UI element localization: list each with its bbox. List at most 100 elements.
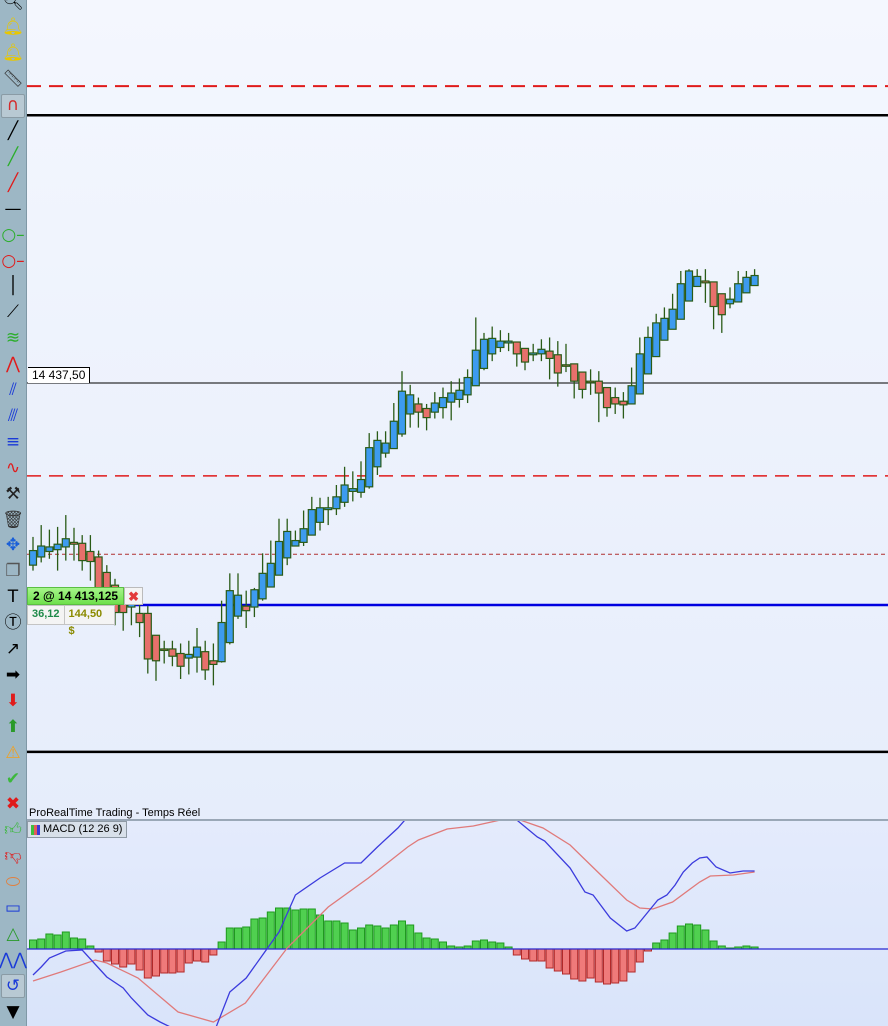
arrow-down-icon[interactable]: ⬇ (5, 690, 21, 711)
candle-body (332, 496, 341, 510)
arrow-right-icon[interactable]: ➡ (5, 664, 21, 685)
macd-histogram-bar (184, 948, 193, 964)
channel-icon[interactable]: ≋ (5, 328, 21, 349)
candle-body (356, 478, 366, 493)
candle-body (496, 340, 505, 349)
move-icon[interactable]: ✥ (5, 535, 21, 556)
macd-histogram-bar (61, 931, 70, 950)
candle-body (201, 651, 210, 671)
checkmark-icon[interactable]: ✔ (5, 768, 21, 789)
candle-body (340, 484, 349, 503)
macd-histogram-bar (414, 932, 423, 950)
regression-channel-icon[interactable]: ⫻ (7, 405, 19, 426)
thumbs-down-icon[interactable]: 👎︎ (4, 846, 22, 867)
macd-histogram-bar (635, 948, 644, 963)
macd-histogram-bar (160, 948, 169, 974)
trendline-red-icon[interactable]: ╱ (7, 172, 19, 193)
candle-body (45, 546, 54, 553)
more-tools-dropdown-icon[interactable]: ▼ (6, 1001, 20, 1022)
text-bubble-icon[interactable]: Ⓣ (4, 613, 22, 634)
magnet-icon[interactable]: ∩ (1, 93, 25, 118)
macd-histogram-bar (381, 927, 390, 950)
candle-body (611, 396, 620, 405)
candle-body (61, 538, 70, 548)
fibonacci-fan-icon[interactable]: ⋀ (6, 354, 20, 375)
candle-body (701, 280, 710, 284)
alert-bell-cursor-icon[interactable]: 🔔︎ (2, 43, 24, 64)
trendline-black-icon[interactable]: ╱ (7, 121, 19, 141)
text-icon[interactable]: T (7, 587, 19, 608)
ellipse-icon[interactable]: ⬭ (5, 872, 21, 893)
ruler-icon[interactable]: 📏︎ (2, 69, 24, 90)
macd-histogram-bar (176, 948, 185, 973)
macd-histogram-bar (37, 938, 46, 950)
macd-histogram-bar (102, 948, 111, 962)
trash-icon[interactable]: 🗑︎ (2, 509, 24, 530)
pattern-icon[interactable]: ⋀⋀ (0, 949, 27, 970)
macd-histogram-bar (78, 938, 87, 950)
macd-histogram-bar (570, 948, 579, 980)
trend-wave-icon[interactable]: ∿ (5, 457, 21, 478)
candle-body (422, 407, 431, 419)
search-icon[interactable]: 🔍︎ (2, 0, 24, 12)
candle-body (520, 347, 530, 363)
order-label[interactable]: 2 @ 14 413,125 (27, 587, 125, 605)
close-icon[interactable]: ✖ (124, 587, 144, 605)
ray-red-icon[interactable]: ○– (1, 250, 25, 271)
candle-body (69, 541, 79, 545)
candle-body (594, 380, 603, 394)
candle-body (242, 605, 251, 612)
macd-histogram-bar (668, 932, 677, 950)
candle-body (283, 530, 292, 559)
copy-icon[interactable]: ❐ (5, 561, 21, 582)
warning-icon[interactable]: ⚠ (5, 742, 21, 763)
candle-body (684, 270, 694, 302)
macd-histogram-bar (562, 948, 570, 975)
candle-body (512, 341, 521, 355)
alert-bell-icon[interactable]: 🔔︎ (2, 17, 24, 38)
ray-green-icon[interactable]: ○– (1, 224, 25, 245)
candle-body (586, 380, 595, 384)
cross-icon[interactable]: ✖ (5, 794, 21, 815)
order-pnl: 144,50 $ (63, 606, 114, 637)
macd-histogram-bar (701, 929, 710, 950)
candle-body (570, 363, 579, 382)
vertical-line-icon[interactable]: │ (7, 276, 19, 297)
candle-body (652, 322, 661, 358)
drawing-toolbar: 🔍︎ 🔔︎ 🔔︎ 📏︎ ∩ ╱ ╱ ╱ — ○– ○– │ ⟋ ≋ ⋀ ⫽ ⫻ ≡ ∿ ⚒ 🗑︎ ✥ ❐ T Ⓣ ↗ ➡ ⬇ ⬆ ⚠ ✔ ✖ 👍… (0, 0, 27, 1026)
macd-histogram-bar (365, 924, 374, 950)
arrow-up-icon[interactable]: ⬆ (5, 716, 21, 737)
segment-icon[interactable]: ⟋ (7, 302, 19, 323)
macd-panel-background (27, 821, 888, 1026)
candle-body (250, 589, 259, 608)
parallel-channel-icon[interactable]: ⫽ (9, 380, 17, 400)
macd-histogram-bar (242, 926, 251, 950)
rectangle-icon[interactable]: ▭ (4, 898, 22, 918)
macd-histogram-bar (594, 948, 603, 983)
price-chart[interactable] (27, 0, 888, 1026)
tools-icon[interactable]: ⚒ (5, 483, 21, 504)
trendline-green-icon[interactable]: ╱ (7, 146, 19, 167)
macd-histogram-bar (471, 940, 480, 950)
macd-legend[interactable]: MACD (12 26 9) (27, 821, 128, 838)
macd-legend-label: MACD (12 26 9) (43, 823, 123, 835)
candle-body (160, 648, 169, 652)
macd-histogram-bar (250, 918, 259, 950)
candle-body (742, 276, 751, 294)
candle-body (348, 488, 357, 492)
macd-histogram-bar (225, 927, 234, 950)
fibonacci-retracement-icon[interactable]: ≡ (5, 431, 21, 452)
macd-histogram-bar (53, 934, 62, 950)
candle-body (324, 507, 333, 511)
horizontal-line-icon[interactable]: — (4, 198, 22, 219)
candle-body (578, 371, 587, 390)
order-points: 36,12 (32, 608, 60, 620)
macd-histogram-bar (603, 948, 611, 985)
order-box[interactable]: 2 @ 14 413,125 ✖ 36,12 144,50 $ (27, 587, 144, 637)
thumbs-up-icon[interactable]: 👍︎ (4, 820, 22, 841)
candle-body (373, 439, 382, 468)
undo-cursor-icon[interactable]: ↺ (1, 974, 25, 999)
arrow-diagonal-icon[interactable]: ↗ (5, 639, 21, 659)
candle-body (176, 652, 185, 667)
triangle-icon[interactable]: △ (6, 923, 20, 944)
